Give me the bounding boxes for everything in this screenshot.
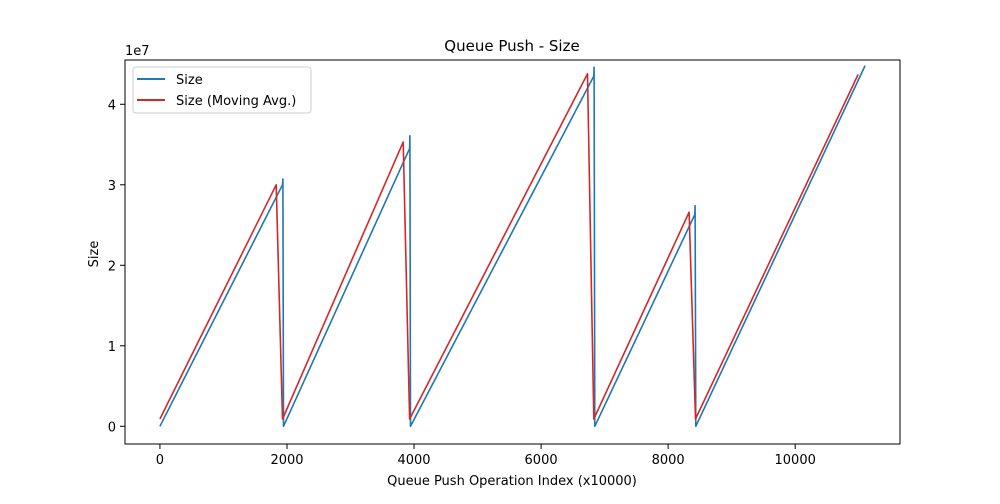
y-axis-label: Size <box>87 241 102 268</box>
axes-frame <box>124 59 901 445</box>
legend-box <box>132 66 312 114</box>
plot-area: 0 2000 4000 6000 8000 10000 0 1 2 3 4 <box>108 59 901 468</box>
chart-legend: Size Size (Moving Avg.) <box>132 66 312 114</box>
series-layer <box>159 65 866 428</box>
x-axis-ticks: 0 2000 4000 6000 8000 10000 <box>156 444 816 468</box>
y-tick-label: 0 <box>108 420 116 435</box>
y-axis-ticks: 0 1 2 3 4 <box>108 98 125 435</box>
series-line-moving-avg <box>159 72 859 420</box>
y-axis-offset-text: 1e7 <box>125 44 150 59</box>
x-tick-label: 8000 <box>652 453 685 468</box>
chart-title: Queue Push - Size <box>444 37 579 55</box>
legend-label-moving-avg: Size (Moving Avg.) <box>176 94 296 109</box>
x-tick-label: 2000 <box>270 453 303 468</box>
legend-label-size: Size <box>176 73 203 88</box>
series-line-size <box>159 65 866 428</box>
x-tick-label: 10000 <box>775 453 816 468</box>
y-tick-label: 4 <box>108 98 116 113</box>
y-tick-label: 1 <box>108 340 116 355</box>
x-axis-label: Queue Push Operation Index (x10000) <box>387 474 637 489</box>
x-tick-label: 4000 <box>397 453 430 468</box>
y-tick-label: 3 <box>108 179 116 194</box>
x-tick-label: 0 <box>156 453 164 468</box>
x-tick-label: 6000 <box>525 453 558 468</box>
y-tick-label: 2 <box>108 259 116 274</box>
